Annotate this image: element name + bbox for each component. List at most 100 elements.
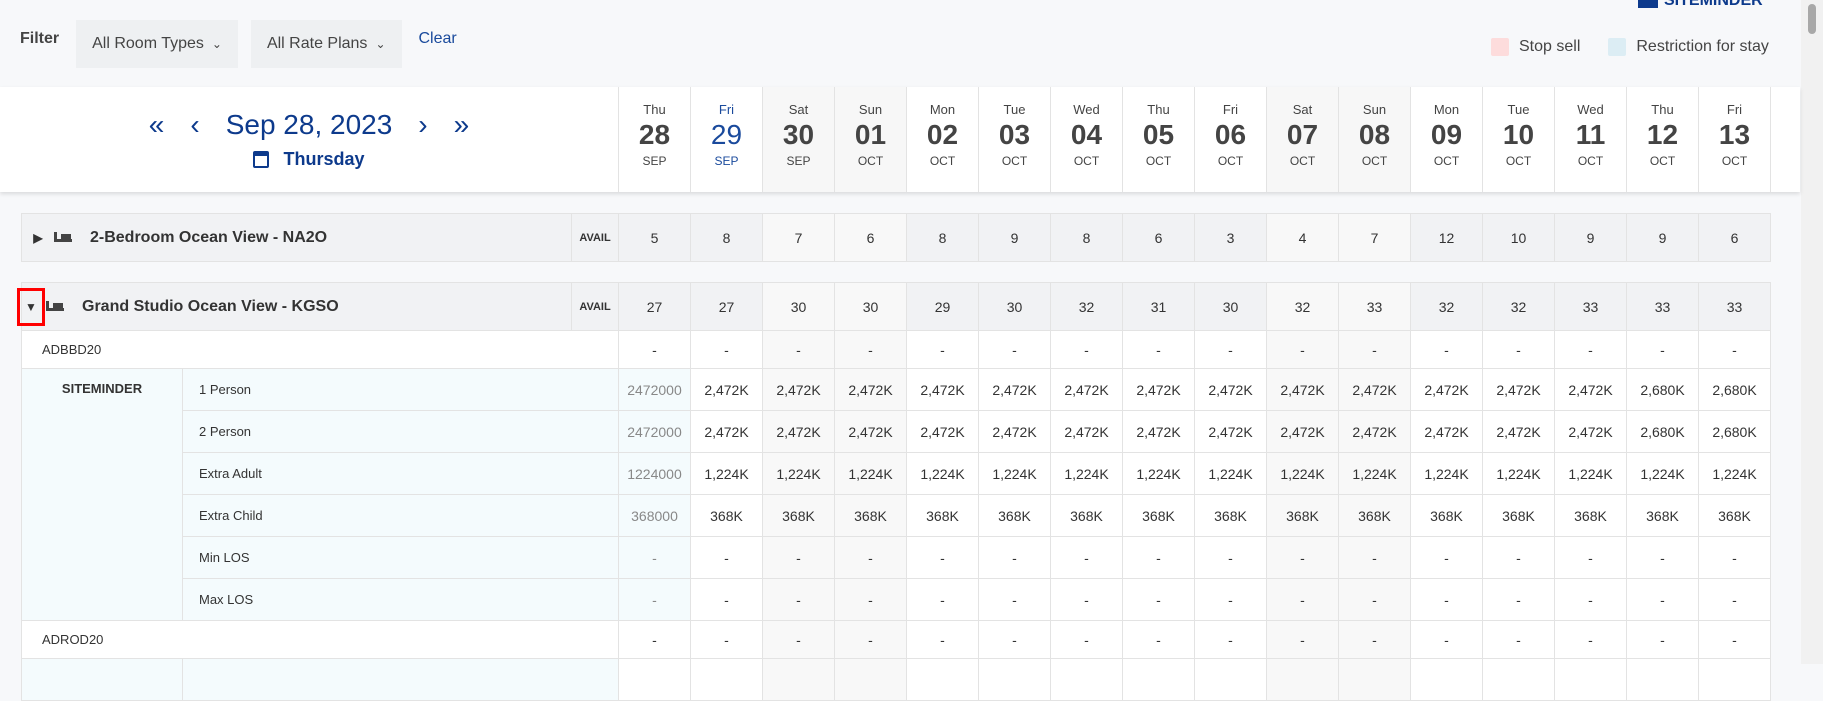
value-cell[interactable] [834, 658, 907, 701]
avail-cell[interactable]: 12 [1410, 213, 1483, 262]
value-cell[interactable]: 368K [834, 494, 907, 537]
value-cell[interactable]: - [1698, 578, 1771, 621]
value-cell[interactable]: - [834, 620, 907, 659]
value-cell[interactable]: 2,472K [690, 410, 763, 453]
value-cell[interactable]: 2,680K [1698, 368, 1771, 411]
clear-filter-link[interactable]: Clear [418, 30, 457, 47]
value-cell[interactable]: - [906, 536, 979, 579]
avail-cell[interactable]: 9 [978, 213, 1051, 262]
value-cell[interactable]: - [762, 620, 835, 659]
value-cell[interactable]: - [906, 330, 979, 369]
avail-cell[interactable]: 32 [1050, 282, 1123, 331]
value-cell[interactable]: - [1050, 620, 1123, 659]
value-cell[interactable]: - [618, 330, 691, 369]
value-cell[interactable]: 368K [1554, 494, 1627, 537]
value-cell[interactable]: - [1266, 536, 1339, 579]
value-cell[interactable]: 2,680K [1626, 368, 1699, 411]
value-cell[interactable]: 2,472K [834, 410, 907, 453]
avail-cell[interactable]: 32 [1266, 282, 1339, 331]
avail-cell[interactable]: 6 [1698, 213, 1771, 262]
value-cell[interactable]: 2,472K [1194, 368, 1267, 411]
value-cell[interactable]: - [1482, 578, 1555, 621]
avail-cell[interactable]: 8 [690, 213, 763, 262]
value-cell[interactable]: 1,224K [1554, 452, 1627, 495]
avail-cell[interactable]: 33 [1626, 282, 1699, 331]
value-cell[interactable]: - [1626, 578, 1699, 621]
avail-cell[interactable]: 3 [1194, 213, 1267, 262]
value-cell[interactable] [1482, 658, 1555, 701]
avail-cell[interactable]: 8 [1050, 213, 1123, 262]
value-cell[interactable]: - [834, 330, 907, 369]
value-cell[interactable]: 2,472K [1338, 368, 1411, 411]
value-cell[interactable]: 368000 [618, 494, 691, 537]
date-column-header[interactable]: Wed 11 OCT [1554, 87, 1626, 192]
value-cell[interactable]: - [1266, 578, 1339, 621]
value-cell[interactable]: 1,224K [1482, 452, 1555, 495]
value-cell[interactable]: - [1410, 330, 1483, 369]
value-cell[interactable]: - [1194, 620, 1267, 659]
value-cell[interactable]: 2,472K [978, 410, 1051, 453]
value-cell[interactable]: - [1554, 330, 1627, 369]
value-cell[interactable]: - [1698, 330, 1771, 369]
value-cell[interactable]: - [690, 330, 763, 369]
avail-cell[interactable]: 8 [906, 213, 979, 262]
value-cell[interactable]: 2,472K [762, 368, 835, 411]
value-cell[interactable]: 1,224K [834, 452, 907, 495]
value-cell[interactable]: 368K [1050, 494, 1123, 537]
avail-cell[interactable]: 5 [618, 213, 691, 262]
avail-cell[interactable]: 9 [1554, 213, 1627, 262]
next-button[interactable]: › [418, 109, 428, 140]
value-cell[interactable]: - [762, 330, 835, 369]
value-cell[interactable]: 2472000 [618, 410, 691, 453]
value-cell[interactable]: - [1626, 330, 1699, 369]
value-cell[interactable]: - [618, 536, 691, 579]
value-cell[interactable]: 368K [690, 494, 763, 537]
value-cell[interactable]: - [1554, 620, 1627, 659]
avail-cell[interactable]: 32 [1482, 282, 1555, 331]
avail-cell[interactable]: 27 [618, 282, 691, 331]
date-column-header[interactable]: Tue 10 OCT [1482, 87, 1554, 192]
value-cell[interactable]: 1,224K [1122, 452, 1195, 495]
value-cell[interactable]: - [1266, 330, 1339, 369]
rate-plans-dropdown[interactable]: All Rate Plans ⌄ [250, 20, 402, 68]
value-cell[interactable]: 2,472K [1122, 368, 1195, 411]
value-cell[interactable]: - [1338, 330, 1411, 369]
value-cell[interactable]: - [1410, 536, 1483, 579]
avail-cell[interactable]: 31 [1122, 282, 1195, 331]
value-cell[interactable]: 368K [1266, 494, 1339, 537]
value-cell[interactable]: - [762, 536, 835, 579]
value-cell[interactable]: 2,472K [690, 368, 763, 411]
value-cell[interactable]: 2,680K [1626, 410, 1699, 453]
avail-cell[interactable]: 33 [1698, 282, 1771, 331]
date-column-header[interactable]: Sat 07 OCT [1266, 87, 1338, 192]
value-cell[interactable]: 1,224K [1338, 452, 1411, 495]
value-cell[interactable]: - [1554, 578, 1627, 621]
value-cell[interactable]: - [1194, 578, 1267, 621]
value-cell[interactable]: - [1626, 536, 1699, 579]
value-cell[interactable]: - [978, 620, 1051, 659]
value-cell[interactable] [762, 658, 835, 701]
avail-cell[interactable]: 30 [1194, 282, 1267, 331]
value-cell[interactable]: 2,472K [978, 368, 1051, 411]
date-column-header[interactable]: Thu 05 OCT [1122, 87, 1194, 192]
value-cell[interactable]: - [1554, 536, 1627, 579]
value-cell[interactable]: 2,472K [1554, 368, 1627, 411]
date-column-header[interactable]: Fri 13 OCT [1698, 87, 1770, 192]
value-cell[interactable]: - [978, 330, 1051, 369]
value-cell[interactable]: - [1338, 620, 1411, 659]
value-cell[interactable]: 368K [1626, 494, 1699, 537]
date-column-header[interactable]: Sun 08 OCT [1338, 87, 1410, 192]
value-cell[interactable]: 2,472K [906, 368, 979, 411]
value-cell[interactable]: - [1338, 578, 1411, 621]
date-column-header[interactable]: Sat 30 SEP [762, 87, 834, 192]
avail-cell[interactable]: 30 [978, 282, 1051, 331]
value-cell[interactable]: 2,472K [1482, 368, 1555, 411]
value-cell[interactable]: 1,224K [978, 452, 1051, 495]
value-cell[interactable] [1338, 658, 1411, 701]
value-cell[interactable]: 2,472K [834, 368, 907, 411]
value-cell[interactable]: 2,472K [1482, 410, 1555, 453]
avail-cell[interactable]: 7 [762, 213, 835, 262]
value-cell[interactable]: - [1482, 620, 1555, 659]
value-cell[interactable]: - [1122, 330, 1195, 369]
value-cell[interactable]: - [1050, 330, 1123, 369]
